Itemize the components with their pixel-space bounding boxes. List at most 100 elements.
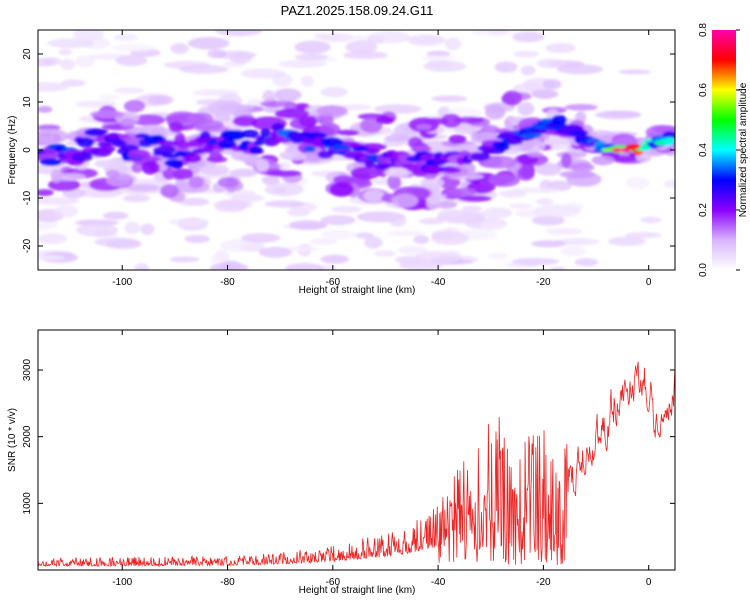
spectrogram-ridge-blob (263, 136, 280, 147)
spectrogram-signal-blob (274, 88, 302, 102)
spectrogram-noise-blob (320, 86, 349, 98)
spectrogram-ridge-blob (520, 133, 542, 139)
spectrogram-ridge-blob (76, 137, 95, 148)
spectrogram-noise-blob (625, 176, 650, 189)
spectrogram-noise-blob (536, 58, 567, 69)
spectrogram-signal-blob (336, 129, 360, 136)
spectrogram-noise-blob (140, 223, 155, 235)
spectrogram-signal-blob (561, 152, 572, 169)
spectrogram-ridge-blob (152, 134, 164, 142)
spectrogram-noise-blob (511, 257, 560, 266)
spectrogram-noise-blob (488, 252, 508, 260)
spectrogram-signal-blob (172, 168, 194, 180)
spectrogram-ridge-blob (87, 128, 109, 134)
spectrogram-signal-blob (263, 105, 280, 113)
spectrogram-noise-blob (560, 246, 587, 257)
spectrogram-y-ticks: -20 -10 0 10 20 (22, 48, 675, 253)
spectrogram-y-tick-label: -10 (22, 190, 33, 205)
spectrogram-x-tick-label: -20 (536, 277, 551, 288)
spectrogram-noise-blob (640, 216, 662, 224)
spectrogram-signal-blob (119, 118, 136, 128)
spectrogram-signal-blob (266, 170, 302, 177)
spectrogram-signal-blob (217, 176, 239, 188)
colorbar-tick-label: 0.6 (698, 83, 709, 97)
spectrogram-noise-blob (545, 42, 576, 54)
colorbar: 0.0 0.2 0.4 0.6 0.8 Normalized spectral ampl… (698, 23, 749, 277)
spectrogram-noise-blob (594, 110, 642, 120)
spectrogram-noise-blob (319, 33, 354, 43)
spectrogram-noise-blob (61, 79, 86, 87)
spectrogram-noise-blob (168, 218, 210, 226)
spectrogram-noise-blob (38, 233, 68, 245)
spectrogram-noise-blob (215, 30, 263, 37)
spectrogram-noise-blob (343, 51, 388, 60)
spectrogram-noise-blob (444, 37, 462, 51)
spectrogram-signal-blob (423, 117, 449, 125)
spectrogram-y-tick-label: 10 (22, 96, 33, 108)
spectrogram-signal-blob (187, 112, 214, 125)
snr-frame (37, 329, 676, 571)
spectrogram-noise-blob (294, 40, 331, 54)
colorbar-tick-label: 0.4 (698, 143, 709, 157)
spectrogram-noise-blob (76, 223, 119, 237)
spectrogram-noise-blob (320, 229, 357, 240)
spectrogram-noise-blob (207, 49, 227, 59)
spectrogram-noise-blob (94, 237, 139, 247)
spectrogram-noise-blob (373, 250, 397, 257)
spectrogram-signal-blob (333, 175, 355, 184)
spectrogram-noise-blob (75, 55, 96, 68)
spectrogram-signal-blob (50, 169, 63, 183)
spectrogram-signal-blob (255, 158, 270, 172)
snr-x-tick-label: -100 (112, 577, 132, 588)
spectrogram-noise-blob (320, 215, 356, 226)
spectrogram-heat-layer (38, 30, 675, 270)
spectrogram-noise-blob (124, 221, 140, 235)
colorbar-ticks: 0.0 0.2 0.4 0.6 0.8 (698, 23, 740, 277)
spectrogram-noise-blob (574, 258, 599, 267)
snr-x-axis-label: Height of straight line (km) (299, 585, 416, 596)
spectrogram-signal-blob (38, 189, 54, 197)
snr-background (38, 330, 675, 570)
spectrogram-noise-blob (663, 179, 675, 189)
spectrogram-ridge-blob (39, 158, 62, 166)
spectrogram-ridge-blob (420, 154, 433, 161)
spectrogram-noise-blob (264, 182, 304, 197)
snr-x-tick-label: -40 (431, 577, 446, 588)
spectrogram-noise-blob (345, 40, 378, 54)
spectrogram-signal-blob (591, 155, 615, 166)
spectrogram-ridge-blob (365, 148, 380, 154)
spectrogram-noise-blob (54, 204, 79, 218)
spectrogram-noise-blob (209, 262, 250, 270)
spectrogram-signal-blob (206, 156, 228, 163)
spectrogram-noise-blob (494, 61, 518, 73)
spectrogram-ridge-blob (260, 128, 271, 138)
spectrogram-noise-blob (520, 65, 536, 76)
spectrogram-noise-blob (98, 93, 120, 100)
snr-y-tick-label: 2000 (22, 425, 33, 448)
spectrogram-signal-blob (230, 168, 258, 178)
spectrogram-signal-blob (384, 168, 408, 177)
spectrogram-signal-blob (160, 184, 179, 198)
spectrogram-noise-blob (47, 38, 95, 49)
spectrogram-signal-blob (350, 166, 382, 180)
spectrogram-signal-blob (141, 160, 160, 175)
spectrogram-signal-blob (564, 104, 598, 111)
spectrogram-signal-blob (387, 174, 401, 190)
spectrogram-signal-blob (230, 149, 247, 161)
spectrogram-noise-blob (545, 227, 583, 235)
spectrogram-signal-blob (542, 79, 562, 90)
figure-title: PAZ1.2025.158.09.24.G11 (281, 3, 434, 18)
spectrogram-noise-blob (58, 48, 72, 56)
snr-panel: -100 -80 -60 -40 -20 0 1000 2000 3000 Height of… (7, 329, 676, 596)
spectrogram-noise-blob (422, 60, 467, 72)
spectrogram-noise-blob (487, 30, 509, 35)
spectrogram-noise-blob (246, 99, 265, 107)
colorbar-gradient (712, 30, 736, 270)
spectrogram-signal-blob (502, 90, 523, 106)
spectrogram-noise-blob (608, 236, 646, 247)
spectrogram-y-tick-label: 0 (22, 147, 33, 153)
spectrogram-noise-blob (187, 37, 230, 50)
spectrogram-noise-blob (229, 51, 253, 64)
spectrogram-noise-blob (240, 68, 286, 79)
